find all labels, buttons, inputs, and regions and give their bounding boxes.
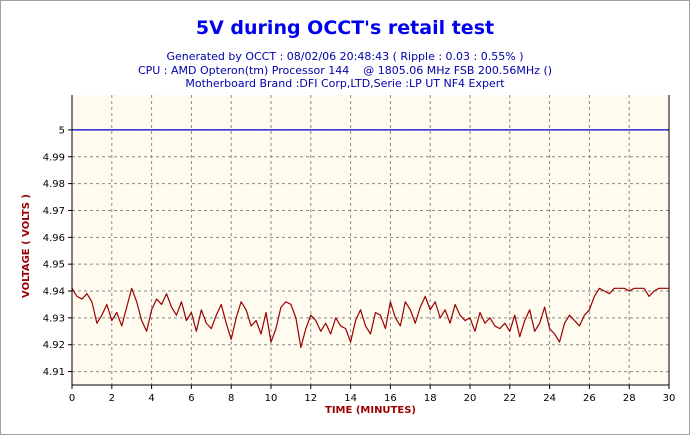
series-line-0 [71, 287, 669, 349]
x-tick-label: 6 [188, 393, 194, 404]
y-tick-label: 5 [59, 125, 65, 136]
x-tick-label: 20 [464, 393, 477, 404]
y-tick-label: 4.95 [43, 260, 65, 271]
y-tick-label: 4.94 [43, 287, 65, 298]
x-tick-label: 30 [663, 393, 676, 404]
y-tick-label: 4.96 [43, 233, 65, 244]
x-tick-label: 12 [304, 393, 317, 404]
y-tick-label: 4.99 [43, 152, 65, 163]
x-axis-label: TIME (MINUTES) [325, 405, 416, 416]
x-tick-label: 22 [503, 393, 516, 404]
x-tick-label: 8 [228, 393, 234, 404]
x-tick-label: 2 [109, 393, 115, 404]
y-tick-label: 4.91 [43, 367, 65, 378]
x-tick-label: 16 [384, 393, 397, 404]
y-axis-label: VOLTAGE ( VOLTS ) [21, 194, 32, 298]
x-tick-label: 28 [623, 393, 636, 404]
x-tick-label: 4 [148, 393, 154, 404]
x-tick-label: 18 [424, 393, 437, 404]
plot-area [72, 95, 669, 385]
x-tick-label: 26 [583, 393, 596, 404]
x-tick-label: 24 [543, 393, 556, 404]
y-tick-label: 4.92 [43, 340, 65, 351]
chart-subtitle-motherboard: Motherboard Brand :DFI Corp,LTD,Serie :L… [185, 77, 505, 90]
chart-subtitle-cpu: CPU : AMD Opteron(tm) Processor 144 @ 18… [137, 64, 553, 77]
y-tick-label: 4.98 [43, 179, 65, 190]
y-tick-label: 4.93 [43, 313, 65, 324]
chart-subtitle-generated: Generated by OCCT : 08/02/06 20:48:43 ( … [166, 50, 524, 63]
x-tick-label: 0 [69, 393, 75, 404]
x-tick-label: 14 [344, 393, 357, 404]
x-tick-label: 10 [265, 393, 278, 404]
chart-title: 5V during OCCT's retail test [195, 17, 495, 39]
y-tick-label: 4.97 [43, 206, 65, 217]
